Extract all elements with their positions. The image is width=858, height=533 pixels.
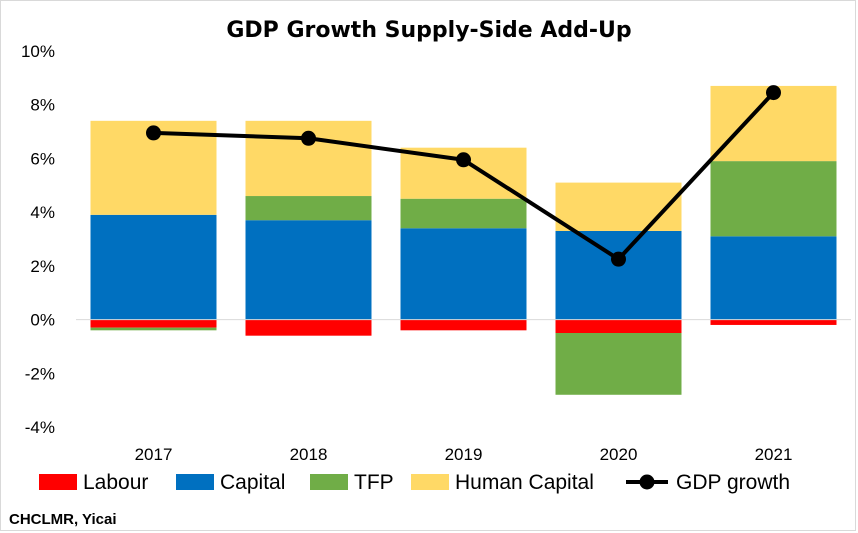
y-tick-label: 8% bbox=[30, 96, 55, 115]
bar-tfp bbox=[710, 161, 837, 237]
bar-labour bbox=[555, 319, 682, 333]
bar-tfp bbox=[90, 327, 217, 331]
legend-swatch bbox=[176, 474, 214, 490]
y-tick-label: -2% bbox=[25, 364, 55, 383]
x-tick-label: 2017 bbox=[135, 445, 173, 464]
x-tick-label: 2018 bbox=[290, 445, 328, 464]
bar-tfp bbox=[400, 198, 527, 229]
x-tick-label: 2019 bbox=[445, 445, 483, 464]
bar-capital bbox=[400, 228, 527, 320]
gdp-line-group bbox=[146, 85, 781, 267]
x-axis: 2017 2018 2019 2020 2021 bbox=[135, 445, 793, 464]
legend-label: TFP bbox=[354, 471, 394, 494]
chart-title: GDP Growth Supply-Side Add-Up bbox=[226, 18, 631, 43]
y-tick-label: 2% bbox=[30, 257, 55, 276]
bar-labour bbox=[245, 319, 372, 336]
legend-label: Human Capital bbox=[455, 471, 594, 494]
gdp-growth-point bbox=[611, 251, 626, 267]
bar-capital bbox=[710, 236, 837, 320]
y-tick-label: 4% bbox=[30, 203, 55, 222]
y-tick-label: 0% bbox=[30, 311, 55, 330]
legend: Labour Capital TFP Human Capital GDP growth bbox=[39, 471, 790, 494]
legend-swatch bbox=[310, 474, 348, 490]
gdp-growth-point bbox=[146, 125, 161, 141]
y-axis: -4% -2% 0% 2% 4% 6% 8% 10% bbox=[21, 42, 55, 437]
legend-line-marker bbox=[639, 474, 655, 490]
x-tick-label: 2020 bbox=[600, 445, 638, 464]
legend-swatch bbox=[39, 474, 77, 490]
chart-source: CHCLMR, Yicai bbox=[9, 511, 117, 528]
gdp-growth-point bbox=[301, 130, 316, 146]
y-tick-label: 10% bbox=[21, 42, 55, 61]
bar-labour bbox=[400, 319, 527, 331]
bar-tfp bbox=[245, 196, 372, 221]
legend-label: Capital bbox=[220, 471, 285, 494]
bar-capital bbox=[90, 214, 217, 320]
gdp-growth-point bbox=[766, 85, 781, 101]
legend-label: Labour bbox=[83, 471, 148, 494]
bar-human-capital bbox=[555, 182, 682, 231]
bar-labour bbox=[710, 319, 837, 325]
y-tick-label: 6% bbox=[30, 149, 55, 168]
y-tick-label: -4% bbox=[25, 418, 55, 437]
bars bbox=[90, 85, 837, 395]
legend-label: GDP growth bbox=[676, 471, 790, 494]
bar-tfp bbox=[555, 333, 682, 395]
legend-swatch bbox=[411, 474, 449, 490]
x-tick-label: 2021 bbox=[755, 445, 793, 464]
bar-capital bbox=[245, 220, 372, 320]
bar-labour bbox=[90, 319, 217, 328]
gdp-growth-point bbox=[456, 152, 471, 168]
bar-capital bbox=[555, 230, 682, 320]
